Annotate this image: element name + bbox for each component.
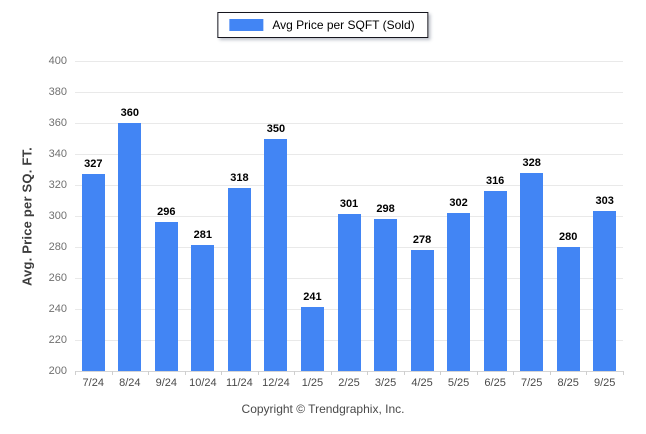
- bar: [81, 174, 105, 371]
- bar-value-label: 301: [339, 198, 359, 211]
- bar: [154, 222, 178, 371]
- bar: [227, 188, 251, 371]
- bar: [300, 307, 324, 371]
- x-tick-label: 8/24: [119, 377, 141, 389]
- bar-value-label: 281: [193, 229, 213, 242]
- y-tick-label: 320: [48, 179, 67, 191]
- x-tick-label: 11/24: [226, 377, 253, 389]
- x-axis-tick: [257, 371, 259, 375]
- y-tick-label: 200: [48, 365, 67, 377]
- bar-value-label: 318: [230, 172, 249, 185]
- x-axis-tick: [184, 371, 186, 375]
- bar: [483, 191, 507, 371]
- bar-value-label: 328: [522, 156, 541, 169]
- x-axis-tick: [111, 371, 113, 375]
- gridline: [75, 123, 623, 124]
- y-tick-label: 340: [48, 148, 67, 160]
- y-tick-label: 220: [48, 334, 67, 346]
- x-axis-tick: [440, 371, 442, 375]
- bar-value-label: 316: [485, 175, 505, 188]
- plot-area: 400 380 360 340 320 300 280 260 240 220 200 327 7/24…: [49, 55, 624, 389]
- x-tick-label: 5/25: [447, 377, 470, 389]
- bar-value-label: 280: [559, 231, 578, 243]
- legend-label: Avg Price per SQFT (Sold): [272, 18, 415, 32]
- gridline: [75, 185, 623, 186]
- y-axis-title: Avg. Price per SQ. FT.: [19, 147, 35, 287]
- gridline: [75, 154, 623, 155]
- legend-color-swatch: [229, 19, 264, 31]
- y-tick-label: 380: [48, 86, 67, 98]
- x-axis-tick: [148, 371, 150, 375]
- bar: [374, 219, 398, 371]
- x-tick-label: 7/25: [520, 377, 543, 389]
- bar-value-label: 241: [303, 291, 322, 304]
- x-tick-label: 6/25: [484, 377, 506, 389]
- bar: [118, 123, 142, 371]
- x-axis-tick: [294, 371, 296, 375]
- bar: [191, 245, 215, 371]
- bar-value-label: 350: [266, 122, 286, 135]
- x-axis-tick: [513, 371, 515, 375]
- y-tick-label: 400: [48, 55, 67, 67]
- x-axis-tick: [367, 371, 369, 375]
- x-axis-tick: [403, 371, 405, 375]
- x-axis-tick: [75, 371, 76, 375]
- y-tick-label: 240: [48, 303, 67, 315]
- bar: [410, 250, 434, 371]
- y-tick-label: 360: [48, 117, 67, 129]
- bar-value-label: 298: [376, 203, 395, 216]
- x-tick-label: 3/25: [374, 377, 397, 389]
- y-tick-label: 260: [48, 272, 67, 284]
- y-tick-label: 300: [48, 210, 67, 222]
- bar-value-label: 303: [595, 195, 614, 208]
- x-tick-label: 9/24: [155, 377, 178, 389]
- gridline: [75, 61, 623, 62]
- x-tick-label: 2/25: [338, 377, 360, 389]
- x-axis-tick: [623, 371, 624, 375]
- x-tick-label: 10/24: [189, 377, 217, 389]
- bar: [447, 212, 471, 371]
- x-tick-label: 7/24: [82, 377, 104, 389]
- legend: Avg Price per SQFT (Sold): [217, 12, 429, 38]
- bar-value-label: 278: [412, 234, 432, 247]
- y-tick-label: 280: [48, 241, 67, 253]
- copyright-text: Copyright © Trendgraphix, Inc.: [241, 402, 405, 416]
- x-axis-tick: [549, 371, 551, 375]
- bar-value-label: 296: [157, 206, 176, 219]
- bar: [556, 247, 580, 371]
- x-tick-label: 9/25: [594, 377, 616, 389]
- bar-value-label: 302: [449, 196, 468, 209]
- x-tick-label: 8/25: [557, 377, 579, 389]
- x-axis-tick: [221, 371, 223, 375]
- x-tick-label: 1/25: [301, 377, 324, 389]
- bar: [264, 138, 288, 371]
- x-axis-tick: [476, 371, 478, 375]
- x-axis-line: [75, 371, 623, 372]
- gridline: [75, 92, 623, 93]
- x-tick-label: 4/25: [411, 377, 433, 389]
- bar-value-label: 327: [84, 158, 103, 171]
- bar: [337, 214, 361, 371]
- x-axis-tick: [330, 371, 332, 375]
- bar: [593, 211, 617, 371]
- bar-value-label: 360: [120, 107, 139, 119]
- bar: [520, 172, 544, 371]
- x-axis-tick: [586, 371, 588, 375]
- x-tick-label: 12/24: [262, 377, 290, 389]
